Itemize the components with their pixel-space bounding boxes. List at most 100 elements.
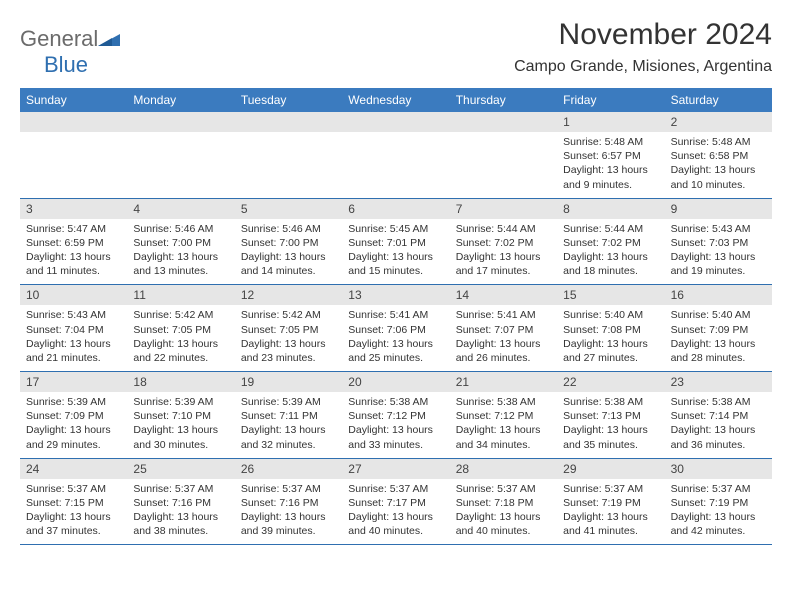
weekday-header-row: Sunday Monday Tuesday Wednesday Thursday… <box>20 88 772 112</box>
day-number: 4 <box>127 199 234 219</box>
daylight-text: Daylight: 13 hours <box>348 250 443 264</box>
daylight-text: and 10 minutes. <box>671 178 766 192</box>
day-details: Sunrise: 5:42 AMSunset: 7:05 PMDaylight:… <box>235 305 342 367</box>
sunset-text: Sunset: 7:02 PM <box>456 236 551 250</box>
sunrise-text: Sunrise: 5:44 AM <box>456 222 551 236</box>
daylight-text: Daylight: 13 hours <box>563 423 658 437</box>
daylight-text: and 40 minutes. <box>456 524 551 538</box>
day-number: 23 <box>665 372 772 392</box>
day-details: Sunrise: 5:48 AMSunset: 6:58 PMDaylight:… <box>665 132 772 194</box>
day-number: 28 <box>450 459 557 479</box>
sunset-text: Sunset: 7:06 PM <box>348 323 443 337</box>
day-details: Sunrise: 5:43 AMSunset: 7:03 PMDaylight:… <box>665 219 772 281</box>
sunrise-text: Sunrise: 5:39 AM <box>241 395 336 409</box>
day-details: Sunrise: 5:46 AMSunset: 7:00 PMDaylight:… <box>235 219 342 281</box>
sunset-text: Sunset: 7:16 PM <box>241 496 336 510</box>
day-number-empty <box>235 112 342 132</box>
day-cell: 3Sunrise: 5:47 AMSunset: 6:59 PMDaylight… <box>20 199 127 286</box>
daylight-text: and 18 minutes. <box>563 264 658 278</box>
week-row: 10Sunrise: 5:43 AMSunset: 7:04 PMDayligh… <box>20 285 772 372</box>
daylight-text: Daylight: 13 hours <box>671 423 766 437</box>
day-details: Sunrise: 5:37 AMSunset: 7:16 PMDaylight:… <box>235 479 342 541</box>
day-number: 21 <box>450 372 557 392</box>
day-details: Sunrise: 5:37 AMSunset: 7:16 PMDaylight:… <box>127 479 234 541</box>
weekday-header: Monday <box>127 88 234 112</box>
sunset-text: Sunset: 7:14 PM <box>671 409 766 423</box>
day-cell <box>450 112 557 199</box>
day-cell: 25Sunrise: 5:37 AMSunset: 7:16 PMDayligh… <box>127 459 234 546</box>
day-details: Sunrise: 5:37 AMSunset: 7:17 PMDaylight:… <box>342 479 449 541</box>
week-row: 3Sunrise: 5:47 AMSunset: 6:59 PMDaylight… <box>20 199 772 286</box>
day-details: Sunrise: 5:41 AMSunset: 7:07 PMDaylight:… <box>450 305 557 367</box>
sunset-text: Sunset: 7:19 PM <box>563 496 658 510</box>
day-cell: 21Sunrise: 5:38 AMSunset: 7:12 PMDayligh… <box>450 372 557 459</box>
calendar-table: Sunday Monday Tuesday Wednesday Thursday… <box>20 88 772 545</box>
day-number: 6 <box>342 199 449 219</box>
sunrise-text: Sunrise: 5:41 AM <box>348 308 443 322</box>
day-cell: 4Sunrise: 5:46 AMSunset: 7:00 PMDaylight… <box>127 199 234 286</box>
sunset-text: Sunset: 7:10 PM <box>133 409 228 423</box>
sunrise-text: Sunrise: 5:37 AM <box>241 482 336 496</box>
day-cell: 23Sunrise: 5:38 AMSunset: 7:14 PMDayligh… <box>665 372 772 459</box>
daylight-text: and 32 minutes. <box>241 438 336 452</box>
header: General Blue November 2024 Campo Grande,… <box>20 18 772 78</box>
sunset-text: Sunset: 7:12 PM <box>348 409 443 423</box>
daylight-text: and 29 minutes. <box>26 438 121 452</box>
location-subtitle: Campo Grande, Misiones, Argentina <box>514 58 772 76</box>
weekday-header: Wednesday <box>342 88 449 112</box>
day-cell: 30Sunrise: 5:37 AMSunset: 7:19 PMDayligh… <box>665 459 772 546</box>
daylight-text: and 17 minutes. <box>456 264 551 278</box>
daylight-text: Daylight: 13 hours <box>348 510 443 524</box>
daylight-text: and 30 minutes. <box>133 438 228 452</box>
sunrise-text: Sunrise: 5:40 AM <box>563 308 658 322</box>
day-number: 5 <box>235 199 342 219</box>
day-number: 22 <box>557 372 664 392</box>
sunset-text: Sunset: 7:11 PM <box>241 409 336 423</box>
day-number: 27 <box>342 459 449 479</box>
day-number: 26 <box>235 459 342 479</box>
daylight-text: and 11 minutes. <box>26 264 121 278</box>
day-details: Sunrise: 5:43 AMSunset: 7:04 PMDaylight:… <box>20 305 127 367</box>
day-details: Sunrise: 5:41 AMSunset: 7:06 PMDaylight:… <box>342 305 449 367</box>
day-details: Sunrise: 5:39 AMSunset: 7:10 PMDaylight:… <box>127 392 234 454</box>
daylight-text: Daylight: 13 hours <box>456 510 551 524</box>
day-number-empty <box>342 112 449 132</box>
day-cell: 26Sunrise: 5:37 AMSunset: 7:16 PMDayligh… <box>235 459 342 546</box>
sunrise-text: Sunrise: 5:39 AM <box>26 395 121 409</box>
day-number: 25 <box>127 459 234 479</box>
logo-word-general: General <box>20 26 98 51</box>
logo-text: General Blue <box>20 26 120 78</box>
daylight-text: Daylight: 13 hours <box>241 337 336 351</box>
day-number: 14 <box>450 285 557 305</box>
day-details: Sunrise: 5:48 AMSunset: 6:57 PMDaylight:… <box>557 132 664 194</box>
daylight-text: and 36 minutes. <box>671 438 766 452</box>
weekday-header: Friday <box>557 88 664 112</box>
daylight-text: Daylight: 13 hours <box>26 423 121 437</box>
day-number-empty <box>20 112 127 132</box>
day-cell: 15Sunrise: 5:40 AMSunset: 7:08 PMDayligh… <box>557 285 664 372</box>
day-cell: 20Sunrise: 5:38 AMSunset: 7:12 PMDayligh… <box>342 372 449 459</box>
daylight-text: Daylight: 13 hours <box>348 337 443 351</box>
day-cell: 1Sunrise: 5:48 AMSunset: 6:57 PMDaylight… <box>557 112 664 199</box>
logo-word-blue: Blue <box>44 52 88 77</box>
daylight-text: and 39 minutes. <box>241 524 336 538</box>
sunrise-text: Sunrise: 5:46 AM <box>241 222 336 236</box>
sunset-text: Sunset: 7:08 PM <box>563 323 658 337</box>
page-title: November 2024 <box>514 18 772 52</box>
sunrise-text: Sunrise: 5:45 AM <box>348 222 443 236</box>
day-cell: 8Sunrise: 5:44 AMSunset: 7:02 PMDaylight… <box>557 199 664 286</box>
daylight-text: and 40 minutes. <box>348 524 443 538</box>
daylight-text: and 25 minutes. <box>348 351 443 365</box>
day-details: Sunrise: 5:38 AMSunset: 7:12 PMDaylight:… <box>342 392 449 454</box>
daylight-text: and 33 minutes. <box>348 438 443 452</box>
sunset-text: Sunset: 7:09 PM <box>26 409 121 423</box>
day-number: 3 <box>20 199 127 219</box>
day-cell: 6Sunrise: 5:45 AMSunset: 7:01 PMDaylight… <box>342 199 449 286</box>
sunset-text: Sunset: 7:09 PM <box>671 323 766 337</box>
day-cell: 19Sunrise: 5:39 AMSunset: 7:11 PMDayligh… <box>235 372 342 459</box>
day-number-empty <box>127 112 234 132</box>
daylight-text: Daylight: 13 hours <box>26 510 121 524</box>
daylight-text: and 42 minutes. <box>671 524 766 538</box>
day-number: 13 <box>342 285 449 305</box>
day-details: Sunrise: 5:39 AMSunset: 7:09 PMDaylight:… <box>20 392 127 454</box>
